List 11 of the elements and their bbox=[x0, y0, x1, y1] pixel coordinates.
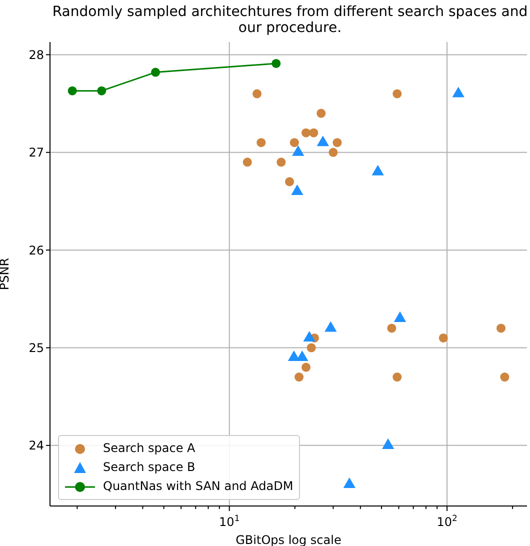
y-tick-label: 24 bbox=[28, 438, 44, 453]
legend-label: Search space B bbox=[103, 459, 196, 476]
y-tick-label: 27 bbox=[28, 146, 44, 160]
legend-label: Search space A bbox=[103, 440, 196, 457]
legend-label: QuantNas with SAN and AdaDM bbox=[103, 478, 294, 495]
x-tick-label: 10$^{2}$ bbox=[436, 513, 458, 529]
x-tick-label: 10$^{1}$ bbox=[219, 513, 240, 529]
y-tick-label: 28 bbox=[28, 48, 44, 62]
y-tick-label: 26 bbox=[28, 243, 44, 258]
chart-title: Randomly sampled architechtures from different search spaces and our procedure. bbox=[51, 4, 529, 36]
y-tick-label: 25 bbox=[28, 341, 44, 356]
